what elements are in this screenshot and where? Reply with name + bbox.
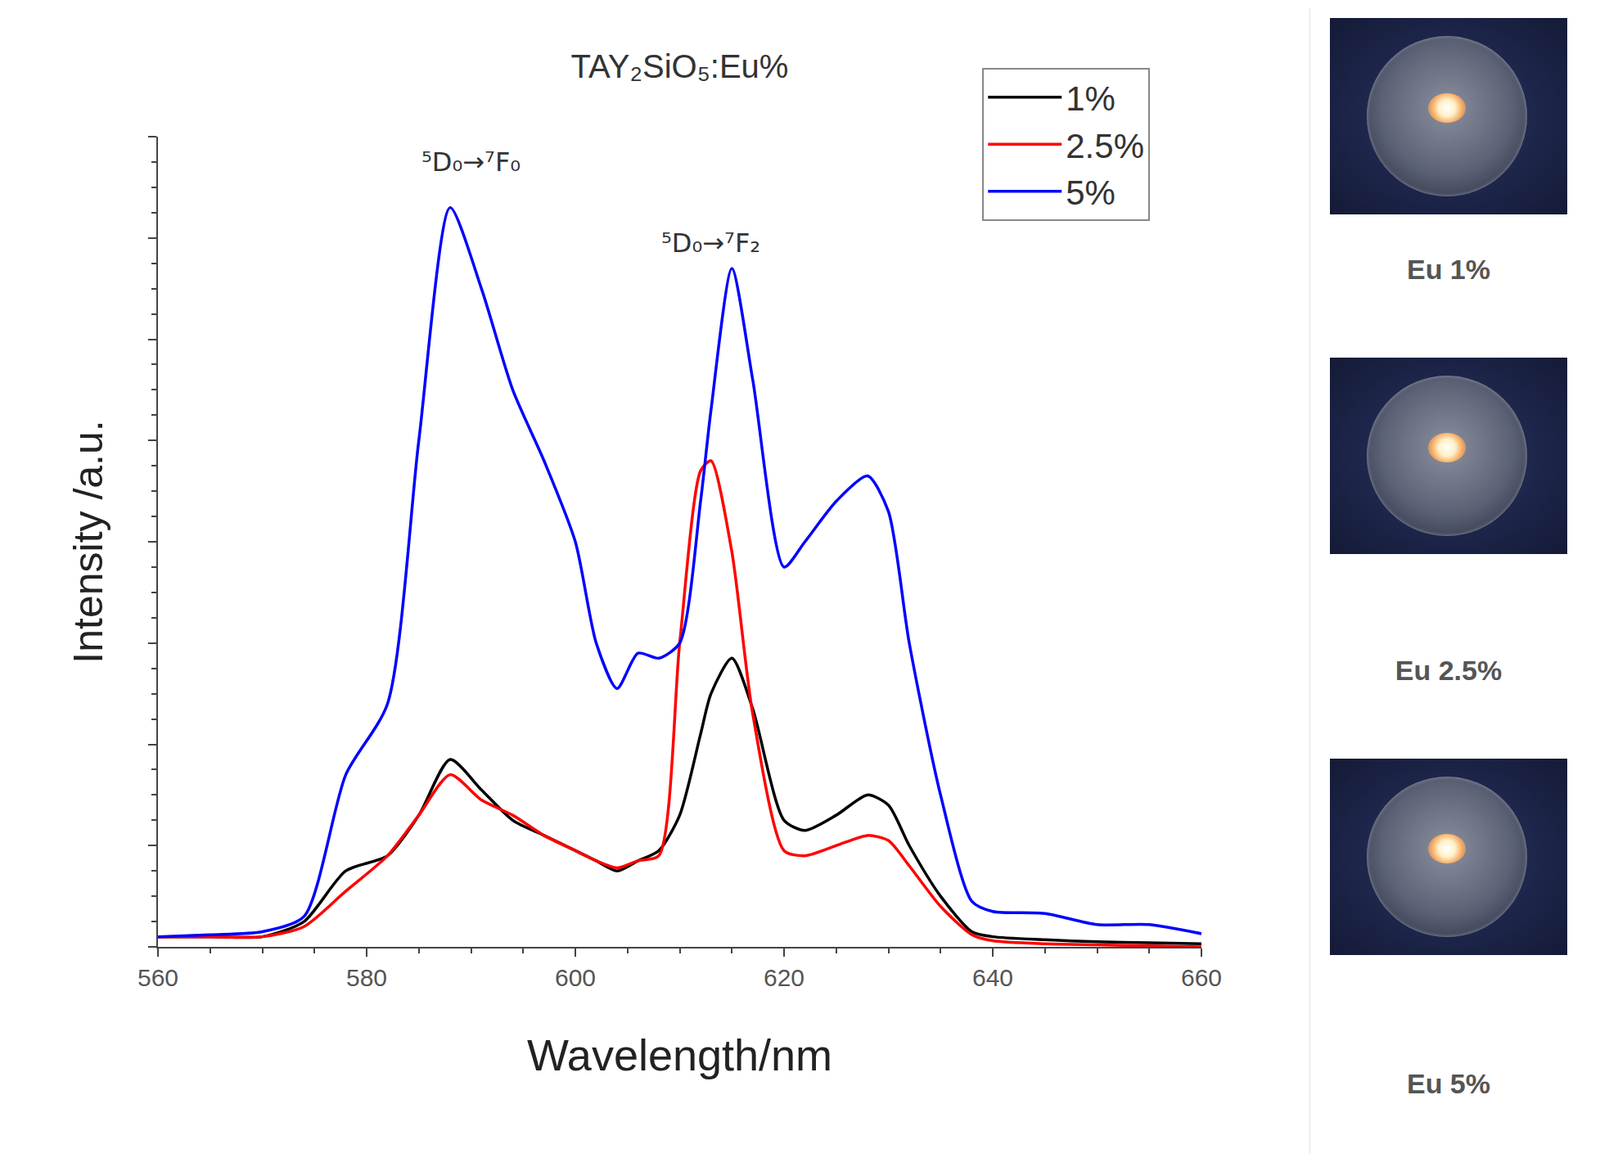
svg-text:660: 660	[1180, 964, 1222, 992]
svg-text:580: 580	[346, 964, 388, 992]
svg-text:5%: 5%	[1065, 173, 1116, 212]
svg-text:Intensity /a.u.: Intensity /a.u.	[65, 419, 112, 663]
svg-text:600: 600	[554, 964, 596, 992]
svg-text:⁵D₀→⁷F₀: ⁵D₀→⁷F₀	[421, 146, 521, 178]
svg-text:640: 640	[972, 964, 1014, 992]
html-text:Eu 2.5%: Eu 2.5%	[1395, 654, 1502, 686]
svg-text:Wavelength/nm: Wavelength/nm	[527, 1030, 833, 1080]
html-text:Eu 5%: Eu 5%	[1406, 1068, 1491, 1100]
svg-text:⁵D₀→⁷F₂: ⁵D₀→⁷F₂	[661, 227, 761, 259]
svg-text:560: 560	[137, 964, 179, 992]
svg-text:TAY₂SiO₅:Eu%: TAY₂SiO₅:Eu%	[571, 48, 789, 85]
svg-text:1%: 1%	[1065, 79, 1116, 118]
html-text:Eu 1%: Eu 1%	[1406, 253, 1491, 285]
svg-text:2.5%: 2.5%	[1065, 126, 1145, 166]
svg-text:620: 620	[763, 964, 805, 992]
